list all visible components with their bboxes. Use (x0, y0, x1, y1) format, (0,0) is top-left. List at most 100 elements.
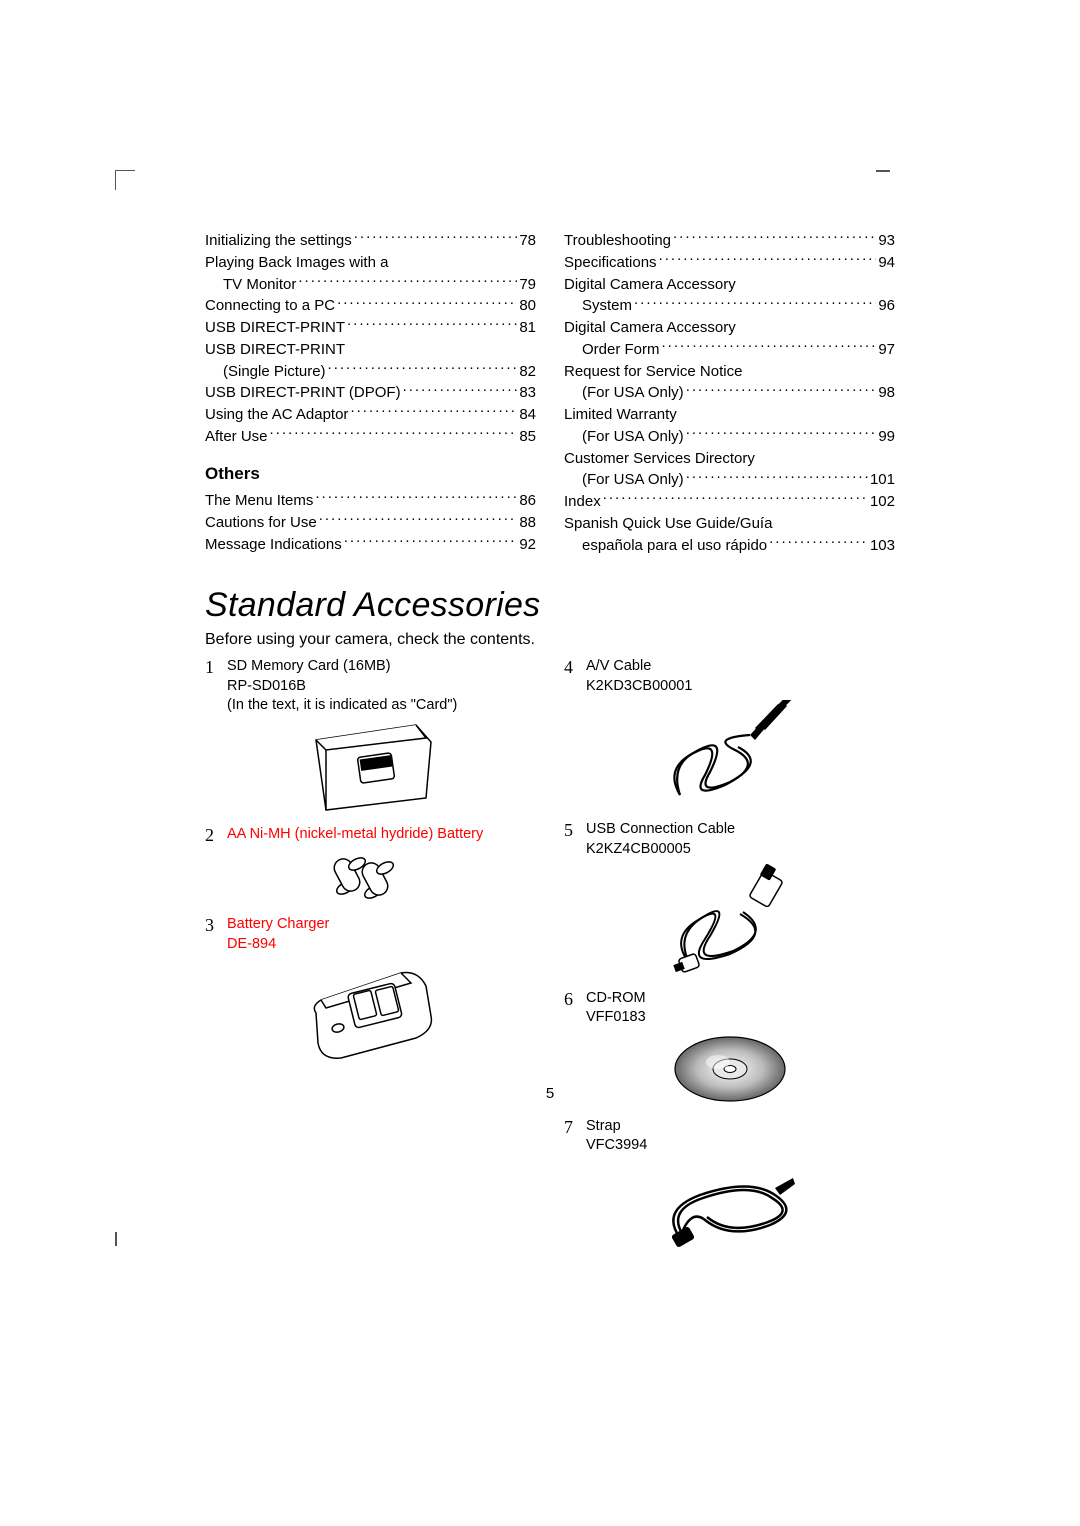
toc-page: 78 (519, 230, 536, 252)
toc-page: 84 (519, 404, 536, 426)
accessory-illustration (205, 850, 536, 905)
accessories-right-column: 4A/V CableK2KD3CB00001 5USB Connection Ca… (564, 657, 895, 1270)
toc-label: (For USA Only) (582, 469, 684, 491)
toc-label: USB DIRECT-PRINT (DPOF) (205, 382, 401, 404)
toc-leader (347, 317, 517, 332)
section-subtitle: Before using your camera, check the cont… (205, 631, 895, 649)
accessory-illustration (564, 1160, 895, 1260)
toc-leader (403, 382, 518, 397)
toc-leader (603, 491, 868, 506)
toc-page: 79 (519, 274, 536, 296)
toc-label: Playing Back Images with a (205, 252, 388, 274)
toc-leader (662, 339, 877, 354)
toc-page: 81 (519, 317, 536, 339)
toc-entry: USB DIRECT-PRINT (205, 339, 536, 361)
toc-page: 85 (519, 426, 536, 448)
toc-label: Request for Service Notice (564, 361, 742, 383)
accessory-item: 5USB Connection CableK2KZ4CB00005 (564, 820, 895, 859)
page-content: Initializing the settings78Playing Back … (205, 230, 895, 1270)
toc-entry: Initializing the settings78 (205, 230, 536, 252)
toc-page: 97 (878, 339, 895, 361)
toc-label: Order Form (582, 339, 660, 361)
toc-entry: Specifications94 (564, 252, 895, 274)
accessory-text: A/V CableK2KD3CB00001 (586, 657, 895, 696)
toc-entry: The Menu Items86 (205, 490, 536, 512)
accessory-illustration (564, 864, 895, 979)
toc-page: 83 (519, 382, 536, 404)
toc-entry: After Use85 (205, 426, 536, 448)
toc-leader (673, 230, 876, 245)
crop-mark-bl (115, 1232, 117, 1246)
toc-label: Index (564, 491, 601, 513)
toc-label: The Menu Items (205, 490, 313, 512)
accessory-illustration (564, 700, 895, 810)
toc-label: TV Monitor (223, 274, 296, 296)
crop-mark-tl (115, 170, 135, 190)
toc-page: 92 (519, 534, 536, 556)
toc-leader (350, 404, 517, 419)
toc-entry: Limited Warranty (564, 404, 895, 426)
accessory-text: CD-ROMVFF0183 (586, 989, 895, 1028)
section-title: Standard Accessories (205, 586, 895, 625)
toc-section-heading: Others (205, 462, 536, 487)
toc-page: 96 (878, 295, 895, 317)
toc-entry: Playing Back Images with a (205, 252, 536, 274)
accessory-number: 3 (205, 915, 227, 954)
toc-entry: USB DIRECT-PRINT (DPOF) 83 (205, 382, 536, 404)
toc-entry: Using the AC Adaptor 84 (205, 404, 536, 426)
toc-label: Troubleshooting (564, 230, 671, 252)
toc-leader (344, 534, 518, 549)
toc-entry: Order Form 97 (564, 339, 895, 361)
toc-label: USB DIRECT-PRINT (205, 339, 345, 361)
accessory-number: 7 (564, 1117, 586, 1156)
toc-label: USB DIRECT-PRINT (205, 317, 345, 339)
toc-page: 102 (870, 491, 895, 513)
toc-entry: (Single Picture) 82 (205, 361, 536, 383)
accessories-list: 1SD Memory Card (16MB)RP-SD016B(In the t… (205, 657, 895, 1270)
toc-entry: (For USA Only) 99 (564, 426, 895, 448)
toc-label: (For USA Only) (582, 382, 684, 404)
toc-label: Using the AC Adaptor (205, 404, 348, 426)
toc-entry: Troubleshooting 93 (564, 230, 895, 252)
toc-label: (Single Picture) (223, 361, 326, 383)
accessory-number: 5 (564, 820, 586, 859)
toc-page: 82 (519, 361, 536, 383)
toc-right-column: Troubleshooting 93Specifications94 Digital… (564, 230, 895, 556)
toc-label: Message Indications (205, 534, 342, 556)
toc-leader (659, 252, 877, 267)
accessory-item: 6CD-ROMVFF0183 (564, 989, 895, 1028)
toc-entry: Connecting to a PC80 (205, 295, 536, 317)
toc-label: Cautions for Use (205, 512, 317, 534)
accessory-number: 1 (205, 657, 227, 716)
accessories-left-column: 1SD Memory Card (16MB)RP-SD016B(In the t… (205, 657, 536, 1270)
toc-entry: USB DIRECT-PRINT 81 (205, 317, 536, 339)
page-number: 5 (205, 1085, 895, 1102)
toc-entry: Cautions for Use88 (205, 512, 536, 534)
toc-page: 93 (878, 230, 895, 252)
toc-label: Customer Services Directory (564, 448, 755, 470)
toc-label: System (582, 295, 632, 317)
toc-leader (319, 512, 518, 527)
accessory-item: 3Battery ChargerDE-894 (205, 915, 536, 954)
toc-leader (354, 230, 518, 245)
toc-entry: Digital Camera Accessory (564, 317, 895, 339)
toc-page: 101 (870, 469, 895, 491)
toc-page: 99 (878, 426, 895, 448)
table-of-contents: Initializing the settings78Playing Back … (205, 230, 895, 556)
toc-entry: System 96 (564, 295, 895, 317)
accessory-illustration (205, 720, 536, 815)
toc-entry: (For USA Only) 98 (564, 382, 895, 404)
toc-page: 98 (878, 382, 895, 404)
toc-leader (270, 426, 518, 441)
toc-entry: (For USA Only) 101 (564, 469, 895, 491)
accessory-number: 4 (564, 657, 586, 696)
toc-label: (For USA Only) (582, 426, 684, 448)
crop-mark-tr (876, 170, 890, 172)
toc-left-column: Initializing the settings78Playing Back … (205, 230, 536, 556)
toc-page: 94 (878, 252, 895, 274)
accessory-number: 2 (205, 825, 227, 846)
toc-entry: Message Indications 92 (205, 534, 536, 556)
accessory-text: SD Memory Card (16MB)RP-SD016B(In the te… (227, 657, 536, 716)
accessory-illustration (205, 958, 536, 1063)
toc-label: Limited Warranty (564, 404, 677, 426)
